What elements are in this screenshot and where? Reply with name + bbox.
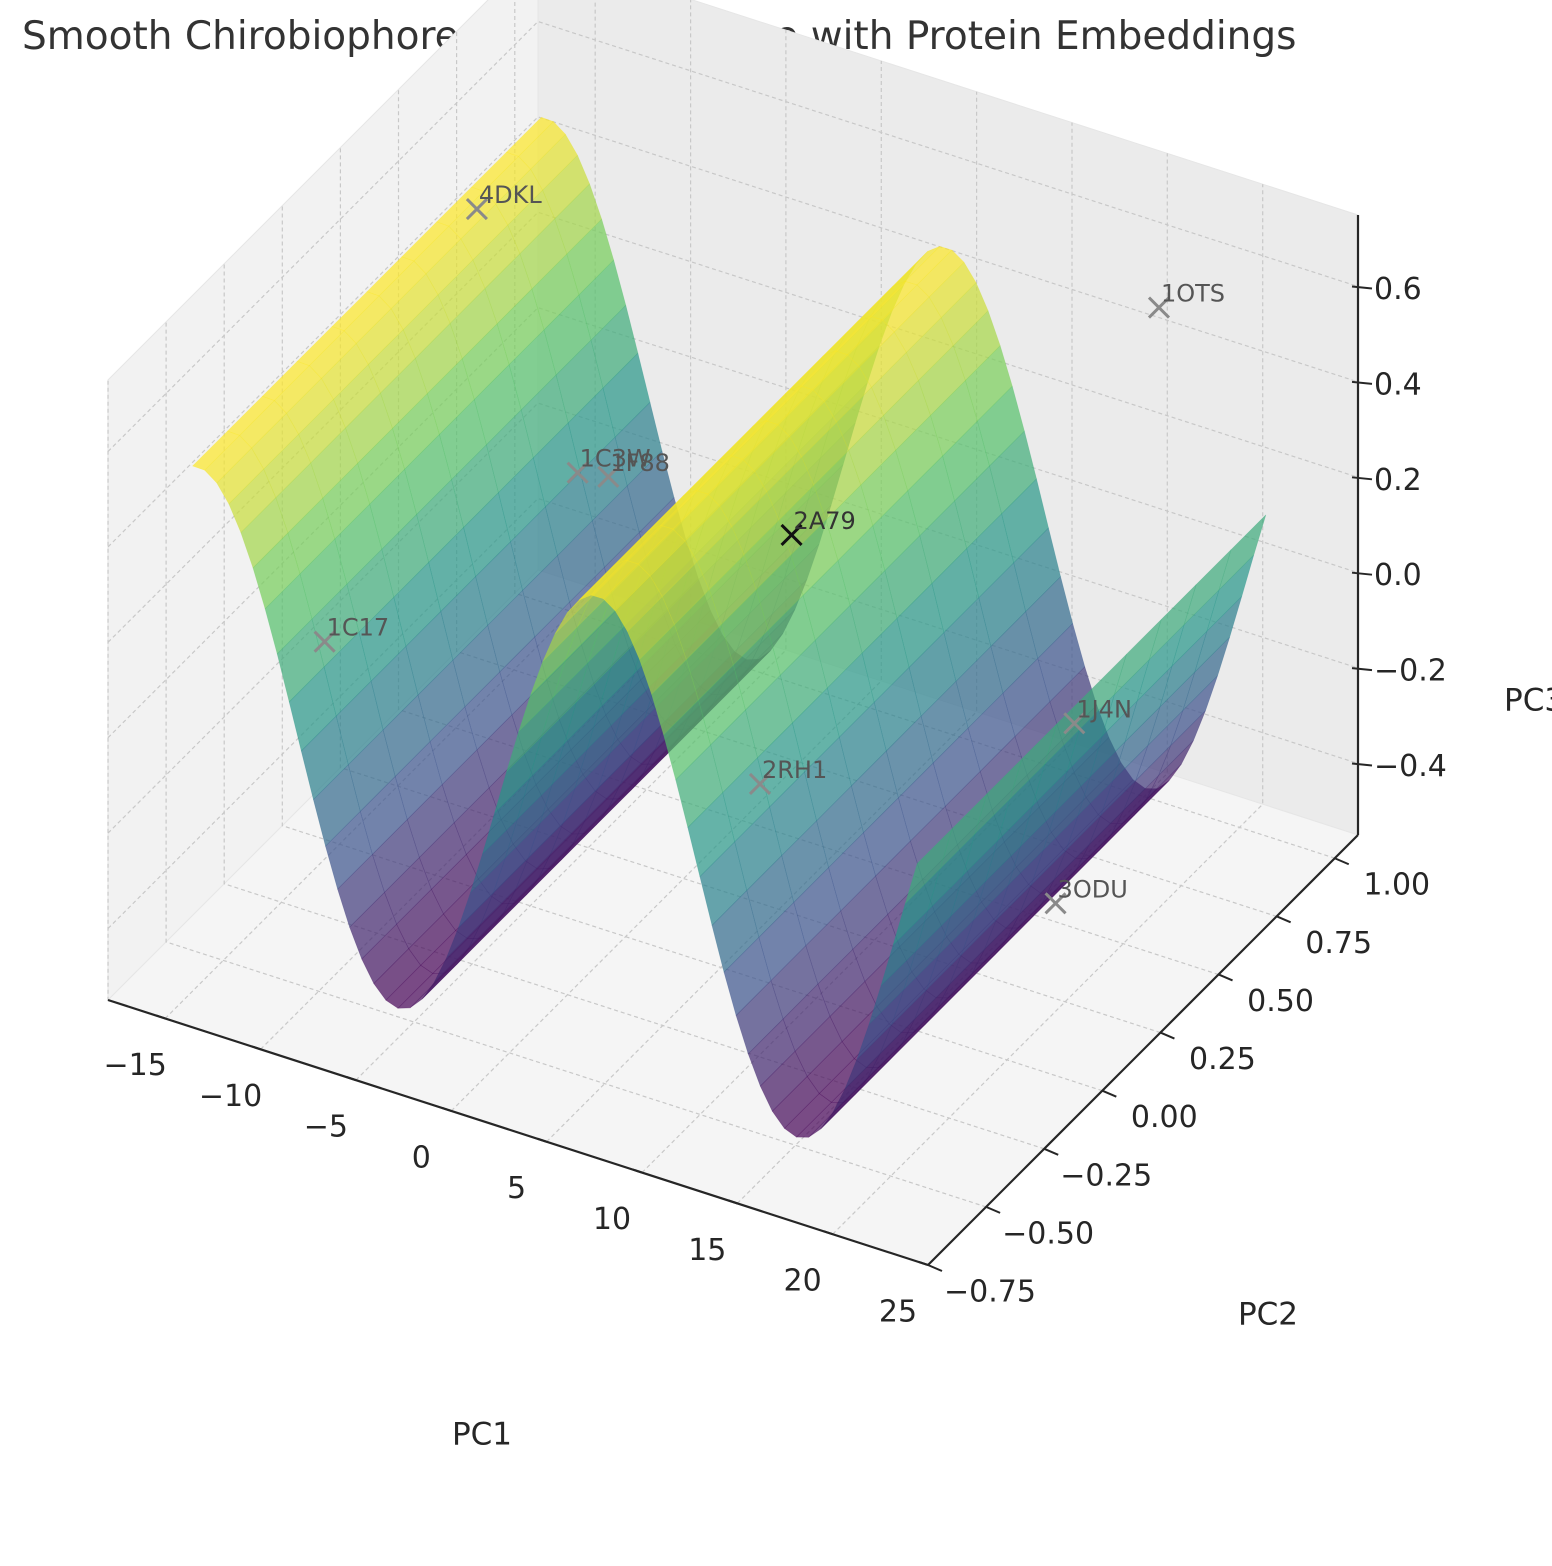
point-marker-stroke — [1147, 296, 1171, 319]
pc1-axis-title: PC1 — [452, 1417, 512, 1453]
surface-patch — [1044, 688, 1092, 765]
protein-point: 1C17 — [313, 614, 390, 653]
pc1-tick — [155, 1014, 166, 1020]
protein-point-label: 1F88 — [610, 449, 670, 477]
protein-point-label: 2RH1 — [762, 756, 827, 784]
pc3-tick — [1351, 380, 1373, 385]
pc3-tick-label: 0.0 — [1374, 558, 1422, 593]
protein-point: 1J4N — [1063, 695, 1132, 735]
point-marker-stroke — [465, 198, 488, 221]
pc1-tick-label: −10 — [199, 1079, 262, 1114]
pc2-axis-title: PC2 — [1238, 1297, 1298, 1333]
pc1-tick — [346, 1076, 357, 1082]
protein-point: 2A79 — [780, 507, 856, 547]
pc3-tick-label: −0.4 — [1374, 749, 1447, 784]
protein-point-label: 2A79 — [794, 507, 856, 535]
pc2-tick — [1160, 1031, 1175, 1040]
manifold-surface — [192, 116, 1267, 1138]
surface-patch — [1183, 549, 1232, 625]
pc3-tick-label: 0.6 — [1374, 272, 1422, 307]
protein-point-label: 1J4N — [1076, 695, 1132, 723]
pc1-tick — [537, 1137, 547, 1143]
point-marker-stroke — [780, 523, 803, 547]
protein-point-label: 1C17 — [327, 614, 390, 642]
pc1-tick-label: 25 — [879, 1295, 917, 1330]
pc3-axis-title: PC3 — [1504, 683, 1552, 719]
pc1-tick-label: 5 — [507, 1171, 526, 1206]
pc1-tick-label: 10 — [593, 1202, 631, 1237]
surface-patch — [939, 793, 988, 870]
pc1-tick-label: 20 — [784, 1264, 822, 1299]
pc1-tick — [918, 1261, 929, 1266]
pc3-tick — [1351, 285, 1373, 290]
protein-point-label: 4DKL — [479, 181, 542, 209]
pc3-tick — [1351, 667, 1373, 672]
pc3-tick-label: 0.4 — [1374, 367, 1422, 402]
protein-point-label: 1OTS — [1161, 280, 1225, 308]
pc2-tick-label: −0.25 — [1060, 1158, 1152, 1193]
point-marker-stroke — [1063, 712, 1086, 735]
pc3-tick — [1351, 762, 1373, 767]
pc2-tick-label: 0.50 — [1247, 984, 1314, 1019]
pc3-tick-label: 0.2 — [1374, 463, 1422, 498]
surface-patch — [904, 828, 953, 904]
surface-patch — [1009, 723, 1057, 800]
protein-point: 1OTS — [1147, 280, 1225, 319]
pc1-axis-line — [107, 998, 929, 1267]
point-marker-stroke — [748, 772, 772, 795]
pc1-tick-label: −5 — [304, 1110, 348, 1145]
pc1-tick — [727, 1199, 738, 1205]
pc2-tick — [1276, 915, 1292, 924]
pc2-tick-label: 1.00 — [1363, 868, 1430, 903]
pc1-tick — [441, 1106, 452, 1112]
protein-point: 1F88 — [597, 449, 670, 488]
pc2-tick — [1218, 973, 1233, 982]
axis-labels: −15 −10 −5 0 5 10 15 20 25 −0.75 −0.50 −0.25 0.00 0.2… — [104, 272, 1552, 1452]
pc2-tick-label: 0.00 — [1131, 1100, 1198, 1135]
pc1-tick — [632, 1168, 643, 1174]
surface-patch — [974, 758, 1023, 835]
protein-point: 4DKL — [465, 181, 542, 221]
pc2-tick-label: 0.25 — [1189, 1042, 1256, 1077]
pc3-tick — [1351, 476, 1373, 481]
pc2-tick-label: 0.75 — [1305, 926, 1372, 961]
surface-patch — [1114, 619, 1162, 695]
pc1-tick-label: 0 — [412, 1140, 431, 1175]
point-marker-stroke — [313, 630, 336, 653]
point-marker-stroke — [566, 461, 589, 484]
protein-point-label: 3ODU — [1058, 875, 1128, 903]
surface-patch — [1079, 653, 1127, 730]
pc3-tick-label: −0.2 — [1374, 654, 1447, 689]
axes — [107, 215, 1373, 1272]
pc2-tick-label: −0.75 — [944, 1275, 1036, 1310]
pc1-tick-label: −15 — [104, 1048, 167, 1083]
pc2-tick — [927, 1264, 943, 1272]
pc1-tick-label: 15 — [688, 1233, 726, 1268]
protein-point: 2RH1 — [748, 756, 827, 795]
point-marker-stroke — [597, 465, 620, 488]
pc1-tick — [251, 1045, 261, 1051]
pc2-tick — [1101, 1089, 1117, 1098]
protein-point: 3ODU — [1044, 875, 1128, 915]
pc2-tick-label: −0.50 — [1002, 1216, 1094, 1251]
pc1-tick — [823, 1230, 833, 1236]
y-grid-line — [165, 321, 987, 1208]
pc2-tick — [985, 1205, 1001, 1214]
point-marker-stroke — [1044, 892, 1067, 915]
pc3-tick — [1351, 571, 1373, 576]
pc2-tick — [1334, 857, 1350, 866]
pc2-tick — [1043, 1147, 1059, 1156]
pc2-axis-line — [927, 834, 1359, 1266]
